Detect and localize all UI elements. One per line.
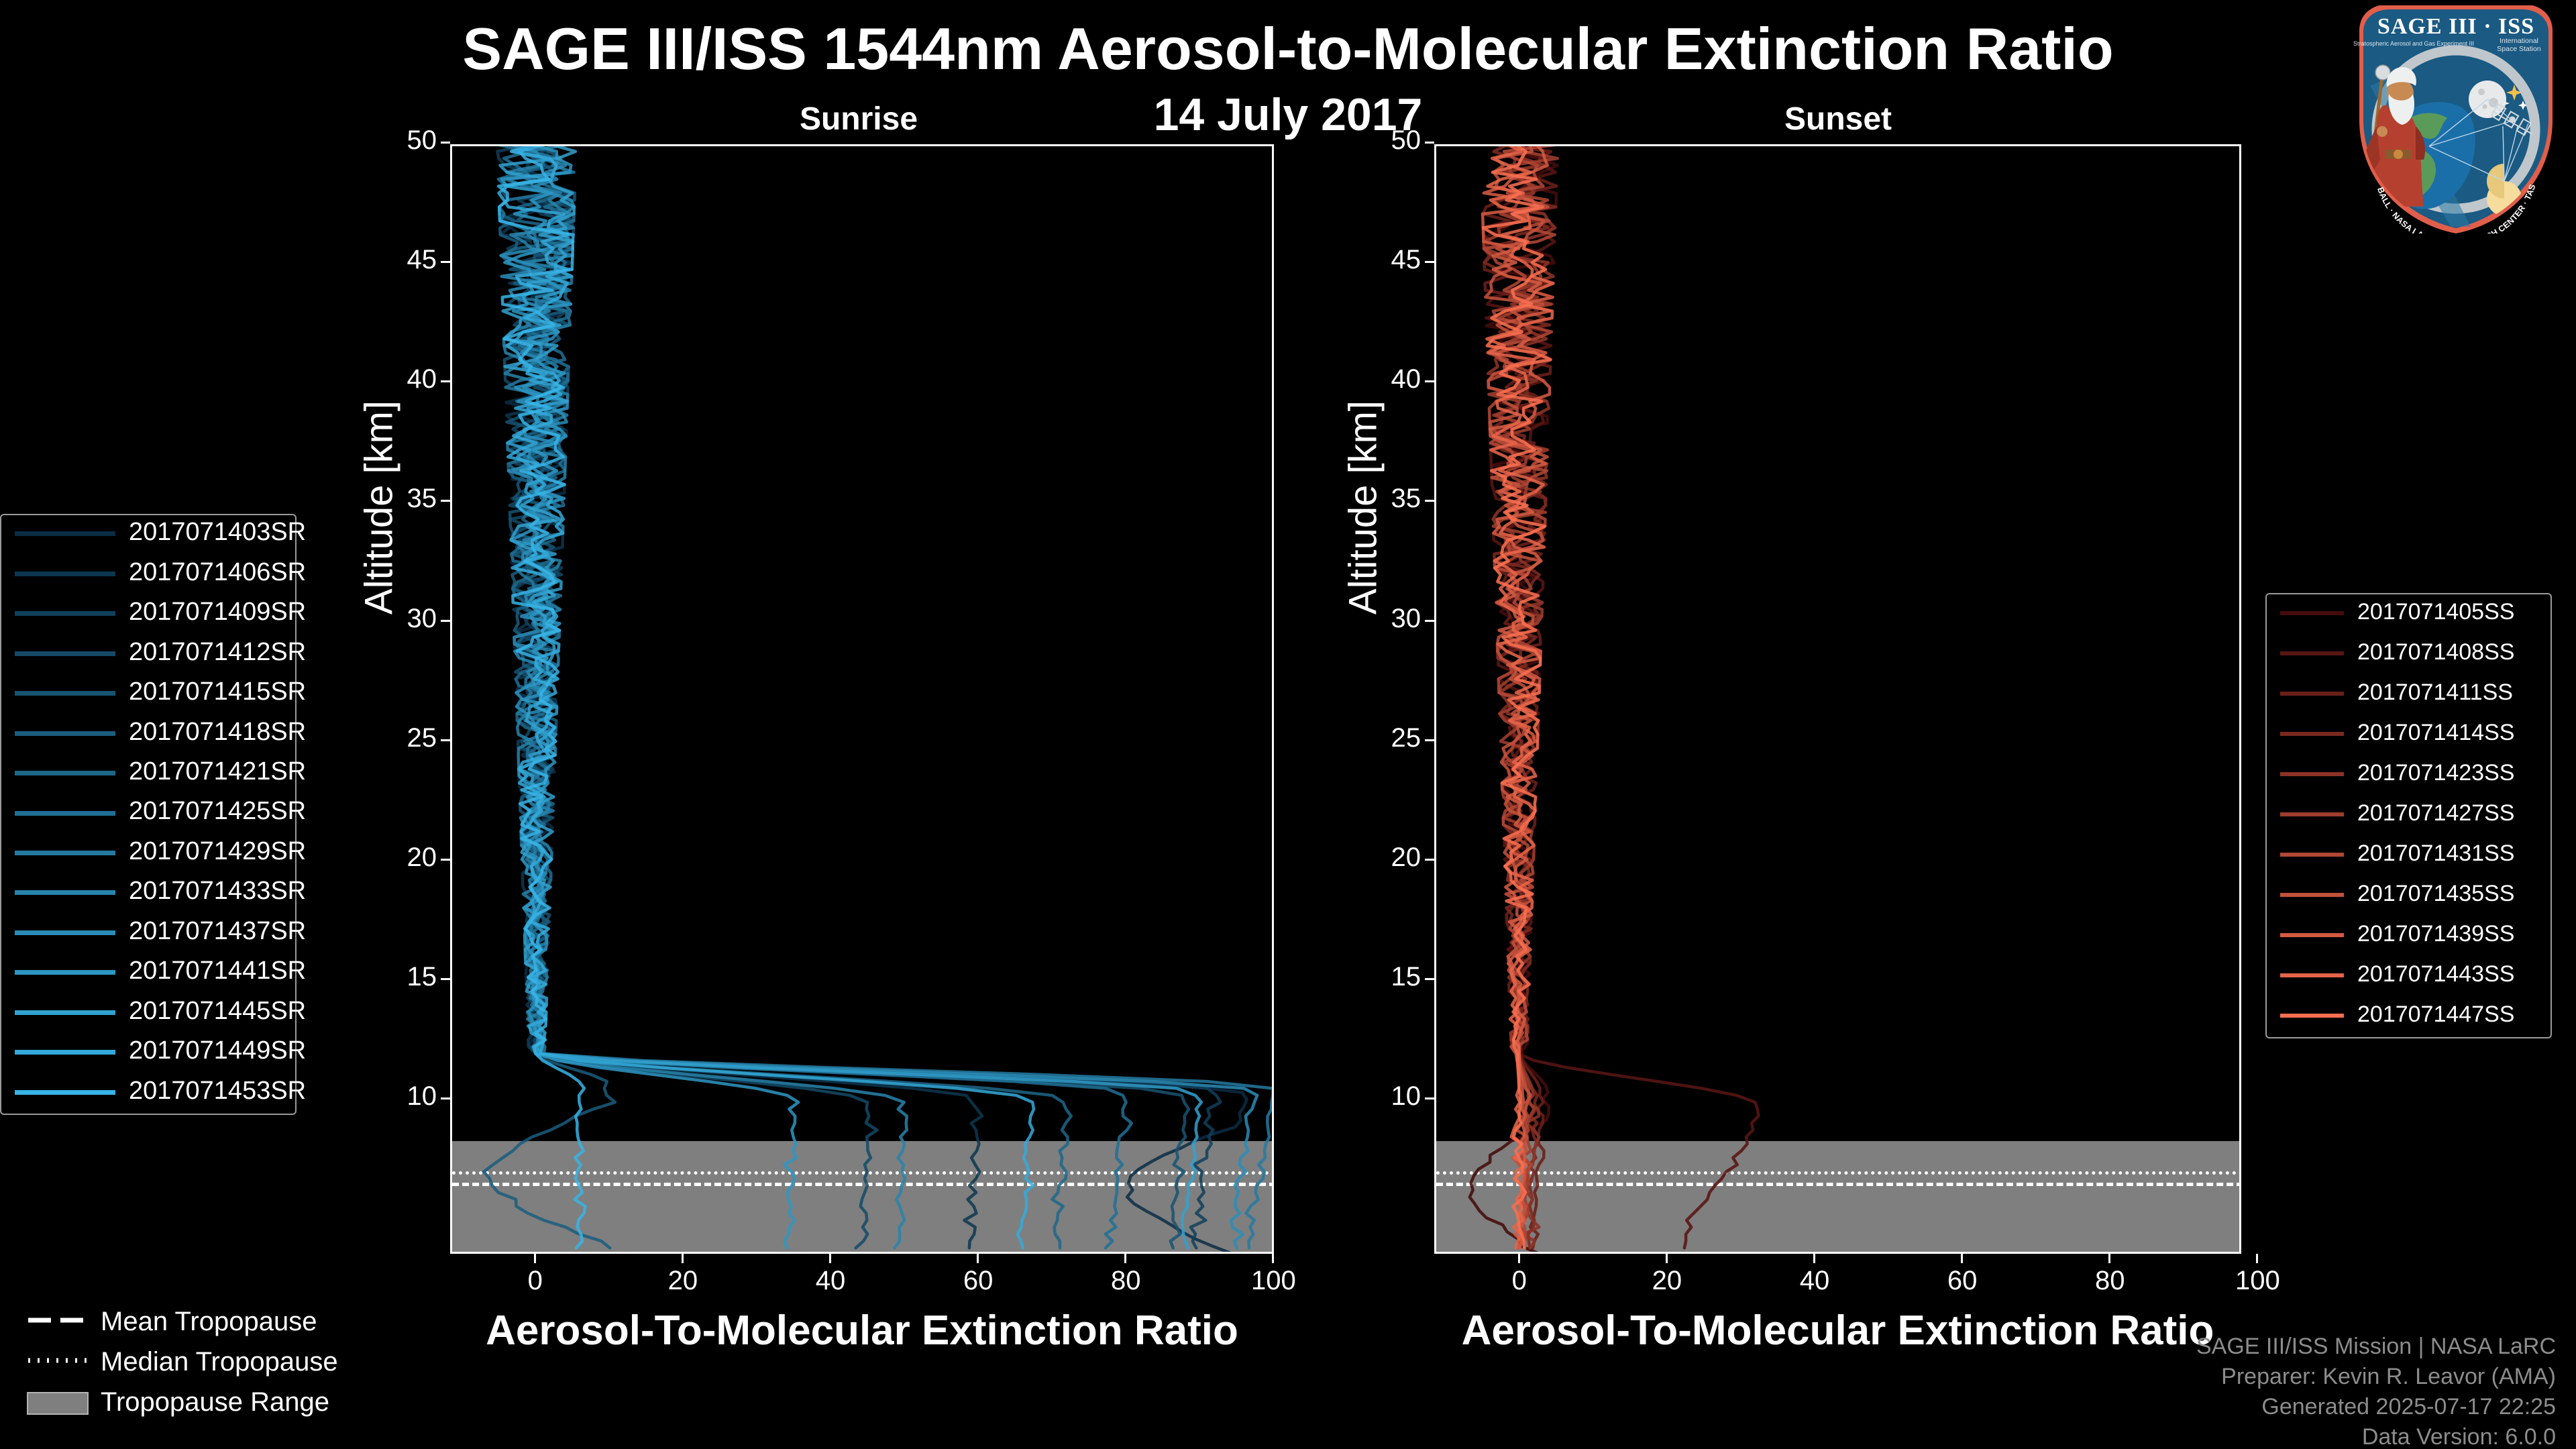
svg-text:Space Station: Space Station [2497,45,2541,53]
svg-text:International: International [2500,37,2538,45]
svg-text:Stratospheric Aerosol and Gas: Stratospheric Aerosol and Gas Experiment… [2353,40,2474,47]
svg-text:SAGE III · ISS: SAGE III · ISS [2377,14,2534,39]
